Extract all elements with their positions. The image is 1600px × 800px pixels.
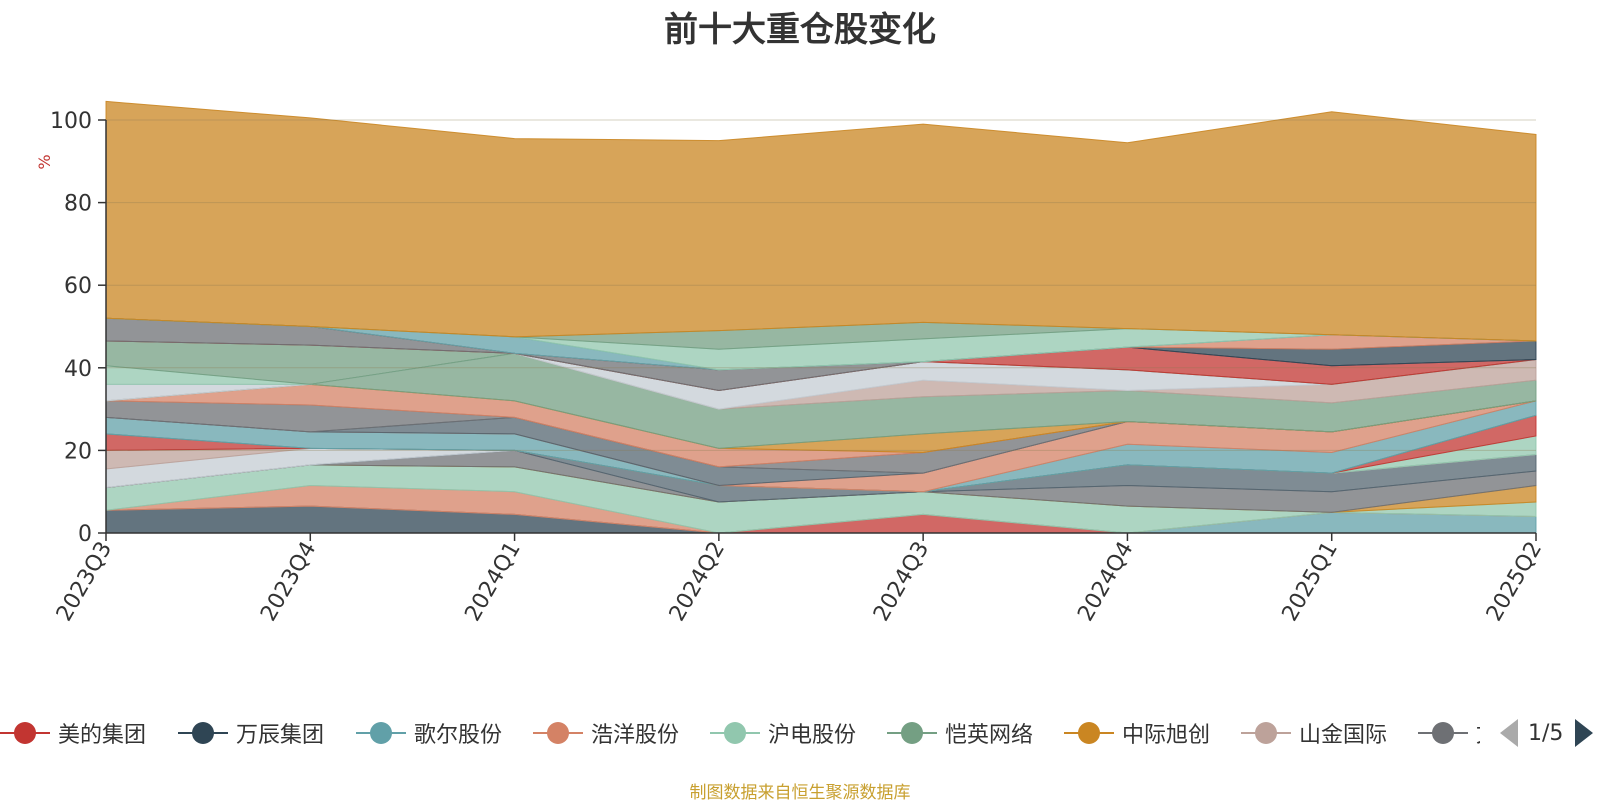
legend-page-indicator: 1/5 <box>1528 720 1564 746</box>
legend-prev-page-icon[interactable] <box>1500 719 1518 747</box>
legend-marker-icon <box>887 718 937 748</box>
legend-label: 文 <box>1476 717 1480 749</box>
legend-item[interactable]: 中际旭创 <box>1064 716 1210 750</box>
legend-marker-icon <box>356 718 406 748</box>
legend-item[interactable]: 恺英网络 <box>887 716 1033 750</box>
legend-marker-icon <box>1064 718 1114 748</box>
legend-marker-icon <box>0 718 50 748</box>
x-tick-label: 2025Q2 <box>1482 538 1547 626</box>
y-tick-label: 20 <box>64 439 92 464</box>
x-tick-label: 2023Q3 <box>52 538 117 626</box>
legend-label: 沪电股份 <box>768 723 857 748</box>
y-tick-label: 80 <box>64 192 92 217</box>
legend-label: 浩洋股份 <box>591 723 680 748</box>
legend-item[interactable]: 山金国际 <box>1241 716 1387 750</box>
y-tick-label: 100 <box>50 109 92 134</box>
x-tick-label: 2024Q4 <box>1073 538 1138 626</box>
y-tick-label: 60 <box>64 274 92 299</box>
x-tick-label: 2024Q3 <box>869 538 934 626</box>
legend-item[interactable]: 美的集团 <box>0 716 146 750</box>
legend-marker-icon <box>178 718 228 748</box>
x-tick-label: 2024Q1 <box>460 538 525 626</box>
legend-item[interactable]: 万辰集团 <box>178 716 324 750</box>
legend-marker-icon <box>1418 718 1468 748</box>
legend: 美的集团 万辰集团 歌尔股份 浩洋股份 沪电股份 恺英网络 中际旭创 山金国际 文 <box>0 700 1480 760</box>
chart-title: 前十大重仓股变化 <box>664 10 936 50</box>
legend-item[interactable]: 文 <box>1418 716 1480 750</box>
source-note: 制图数据来自恒生聚源数据库 <box>689 783 911 800</box>
legend-pager: 1/5 <box>1500 716 1594 750</box>
legend-label: 山金国际 <box>1299 723 1388 748</box>
y-axis-label: % <box>35 154 54 169</box>
x-tick-label: 2025Q1 <box>1278 538 1343 626</box>
legend-label: 恺英网络 <box>945 723 1034 748</box>
legend-label: 美的集团 <box>58 723 147 748</box>
legend-marker-icon <box>533 718 583 748</box>
y-tick-label: 40 <box>64 357 92 382</box>
y-tick-label: 0 <box>78 522 92 547</box>
legend-label: 万辰集团 <box>236 723 325 748</box>
legend-marker-icon <box>710 718 760 748</box>
legend-item[interactable]: 歌尔股份 <box>356 716 502 750</box>
area-series-31[interactable] <box>105 100 1537 342</box>
legend-marker-icon <box>1241 718 1291 748</box>
legend-next-page-icon[interactable] <box>1575 719 1594 747</box>
x-tick-label: 2023Q4 <box>256 538 321 626</box>
legend-label: 歌尔股份 <box>414 723 503 748</box>
legend-item[interactable]: 沪电股份 <box>710 716 856 750</box>
legend-item[interactable]: 浩洋股份 <box>533 716 679 750</box>
x-tick-label: 2024Q2 <box>665 538 730 626</box>
legend-label: 中际旭创 <box>1122 723 1211 748</box>
